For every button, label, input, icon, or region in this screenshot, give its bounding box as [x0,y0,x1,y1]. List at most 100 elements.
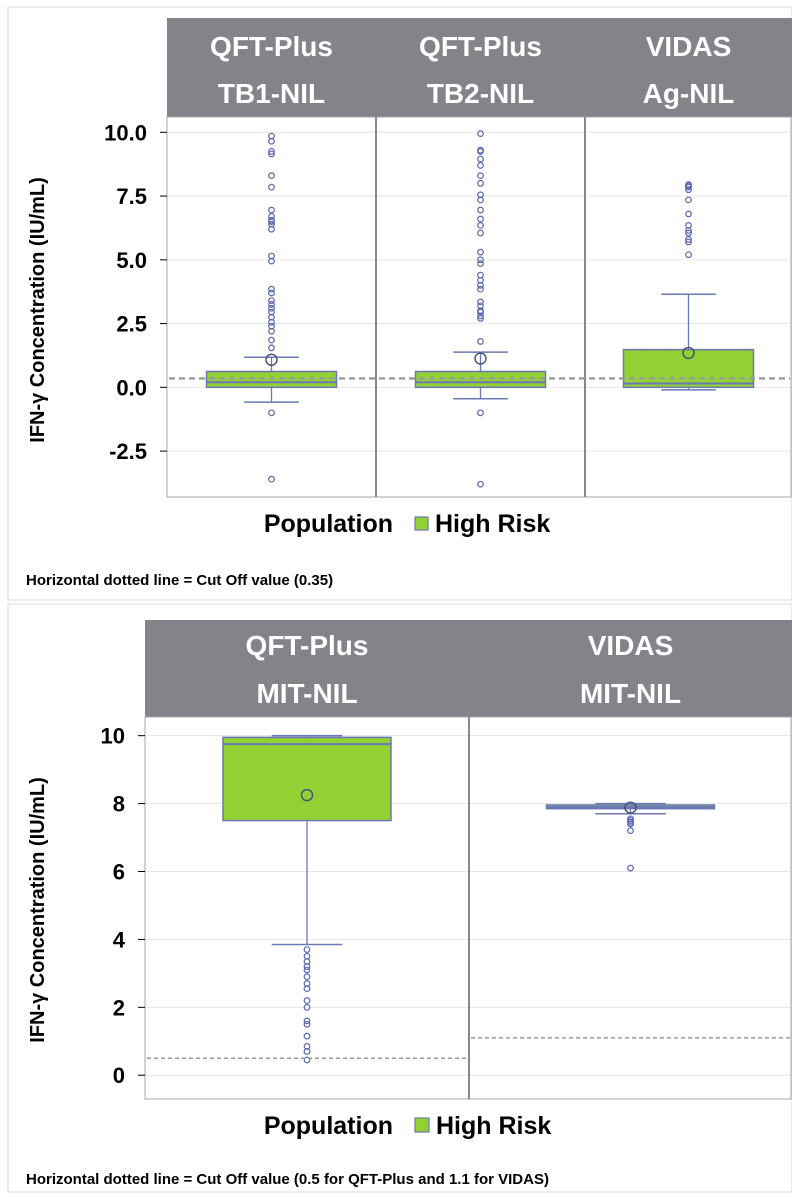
outlier-point [685,186,692,194]
outlier-point [685,236,692,243]
panel-header-bg [145,620,469,717]
outlier-point [268,150,275,158]
outlier-point [477,172,484,180]
mean-marker [624,801,637,814]
outlier-point [477,196,484,204]
outlier-point [268,257,275,265]
y-tick-label: -2.5 [109,439,147,464]
panel-header-line1: VIDAS [646,31,732,62]
mean-marker [265,353,278,366]
outlier-point [268,137,275,145]
outlier-point [477,215,484,223]
mean-marker [682,346,695,360]
outlier-point [303,963,311,970]
outlier-point [477,179,484,187]
outlier-point [627,864,634,872]
outlier-point [477,206,484,214]
mean-marker [300,788,314,802]
outlier-point [477,130,484,137]
outlier-point [268,172,275,180]
outlier-point [268,327,275,335]
panel-header-bg [376,18,585,117]
outlier-point [268,225,275,233]
y-tick-label: 0 [113,1063,125,1088]
outlier-point [268,285,275,293]
outlier-point [477,338,484,345]
outlier-point [268,183,275,191]
panel-header-bg [469,620,792,717]
panel-header-bg [167,18,376,117]
y-axis-label: IFN-γ Concentration (IU/mL) [27,177,49,443]
legend-swatch [414,1117,430,1133]
panel-header-line2: TB2-NIL [427,78,534,109]
y-tick-label: 7.5 [116,184,147,209]
outlier-point [477,221,484,229]
legend-entry: High Risk [436,1112,551,1140]
outlier-point [303,1056,311,1064]
y-tick-label: 0.0 [116,375,147,400]
outlier-point [477,260,484,268]
outlier-point [303,973,311,981]
panel-header-bg [585,18,792,117]
outlier-point [303,966,311,974]
outlier-point [268,148,275,155]
panel-header-line1: QFT-Plus [419,31,542,62]
outlier-point [477,298,484,306]
panel-header-line2: MIT-NIL [580,678,681,709]
outlier-point [685,229,692,237]
outlier-point [268,409,275,417]
legend-title: Population [264,510,393,538]
panel-header-line1: QFT-Plus [246,630,369,661]
outlier-point [303,1017,311,1025]
outlier-point [268,289,275,297]
outlier-point [268,304,275,312]
outlier-point [477,281,484,289]
outlier-point [303,1020,311,1028]
panel-header-line2: MIT-NIL [256,678,357,709]
cutoff-note: Horizontal dotted line = Cut Off value (… [26,1171,549,1188]
outlier-point [477,162,484,169]
outlier-point [268,318,275,326]
outlier-point [477,409,484,417]
legend-entry: High Risk [435,510,550,538]
outlier-point [685,183,692,191]
outlier-point [303,997,311,1004]
outlier-point [685,196,692,204]
outlier-point [685,227,692,234]
figure-1-plot-frame [166,116,792,498]
y-tick-label: 2 [113,995,125,1020]
legend-title: Population [264,1112,393,1140]
y-tick-label: 6 [113,859,125,884]
outlier-point [477,480,484,488]
outlier-point [268,297,275,305]
outlier-point [477,148,484,155]
outlier-point [477,315,484,322]
outlier-point [477,229,484,237]
outlier-point [303,1048,311,1055]
panel-header-line2: Ag-NIL [643,78,735,109]
figure-2-frame [7,603,792,1193]
outlier-point [627,820,634,828]
outlier-point [477,308,484,316]
outlier-point [477,248,484,256]
mean-marker [474,352,487,365]
outlier-point [268,475,275,483]
outlier-point [268,218,275,225]
outlier-point [303,1003,311,1011]
cutoff-note: Horizontal dotted line = Cut Off value (… [26,572,333,589]
y-tick-label: 4 [113,927,126,952]
panel-header-line1: VIDAS [588,630,674,661]
outlier-point [303,1032,311,1040]
outlier-point [685,238,692,246]
outlier-point [477,155,484,163]
outlier-point [685,210,692,218]
y-tick-label: 10.0 [104,120,147,145]
outlier-point [477,256,484,264]
outlier-point [268,336,275,344]
iqr-box [222,736,392,822]
outlier-point [627,827,634,835]
panel-header-line2: TB1-NIL [218,78,325,109]
outlier-point [303,946,311,953]
y-tick-label: 10 [101,724,125,749]
figure-1-frame [7,6,792,601]
